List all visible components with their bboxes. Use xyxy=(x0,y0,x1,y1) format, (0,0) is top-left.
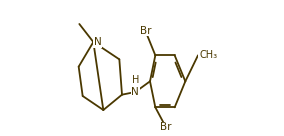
Text: N: N xyxy=(131,87,139,97)
Text: Br: Br xyxy=(139,26,151,36)
Text: N: N xyxy=(94,37,102,47)
Text: Br: Br xyxy=(160,122,172,132)
Text: CH₃: CH₃ xyxy=(199,50,217,60)
Text: H: H xyxy=(132,75,139,85)
